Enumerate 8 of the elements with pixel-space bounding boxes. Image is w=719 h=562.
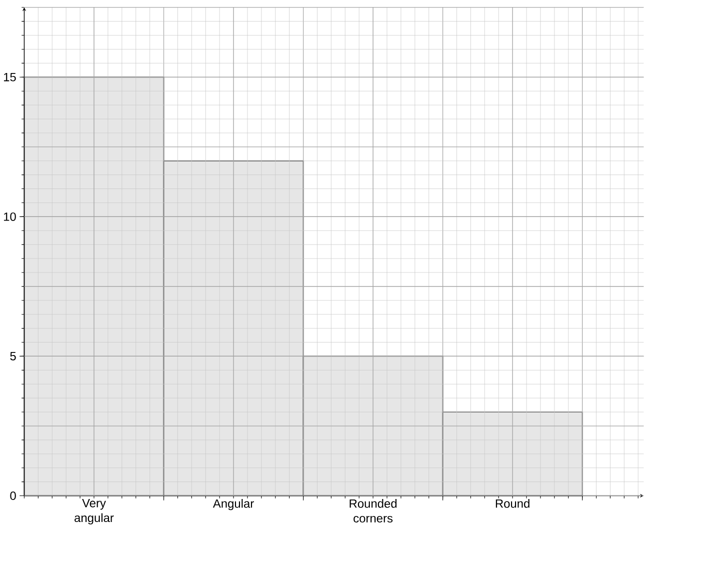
x-tick-label: Angular: [212, 498, 254, 510]
y-tick-label: 0: [10, 491, 16, 500]
y-tick-label: 15: [4, 72, 16, 82]
y-tick-label: 5: [10, 352, 16, 360]
x-tick-label: Very angular: [74, 498, 114, 524]
x-tick-label: Round: [496, 498, 530, 508]
y-tick-label: 10: [4, 212, 16, 221]
x-tick-label: Rounded corners: [350, 498, 397, 522]
